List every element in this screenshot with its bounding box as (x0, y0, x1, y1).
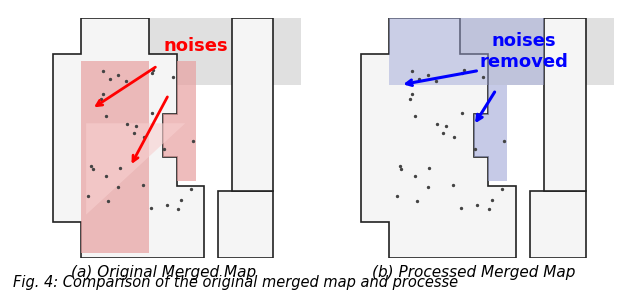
Point (122, 122, 132, 127)
Point (478, 75, 488, 80)
Polygon shape (544, 18, 586, 190)
Point (97, 97, 107, 101)
Point (177, 198, 187, 202)
Point (115, 166, 125, 171)
Point (472, 202, 483, 207)
Point (407, 92, 417, 96)
Point (422, 72, 433, 77)
Polygon shape (218, 190, 273, 258)
Point (483, 207, 493, 212)
Point (449, 135, 459, 139)
Polygon shape (361, 18, 516, 258)
Point (98, 92, 108, 96)
Point (101, 114, 111, 118)
Point (456, 205, 467, 210)
Point (88, 167, 98, 172)
Point (469, 147, 479, 151)
Point (410, 114, 420, 118)
Point (395, 164, 405, 168)
Point (138, 183, 148, 188)
Point (497, 187, 507, 192)
Point (457, 71, 467, 76)
Point (129, 131, 139, 135)
Point (168, 75, 178, 80)
Bar (389, 18, 544, 85)
Point (146, 205, 156, 210)
Point (413, 77, 424, 81)
Point (139, 135, 149, 139)
Text: (b) Processed Merged Map: (b) Processed Merged Map (372, 265, 575, 280)
Text: Fig. 4: Comparison of the original merged map and processe: Fig. 4: Comparison of the original merge… (13, 275, 458, 290)
Point (104, 77, 115, 81)
Point (499, 139, 509, 143)
Polygon shape (389, 85, 508, 214)
Point (396, 167, 406, 172)
Point (432, 122, 442, 127)
Point (147, 110, 157, 115)
Text: noises: noises (164, 38, 228, 55)
Polygon shape (53, 18, 204, 258)
Point (131, 123, 141, 128)
Point (441, 123, 451, 128)
Point (101, 174, 111, 178)
Point (438, 131, 449, 135)
Point (98, 68, 108, 73)
Point (83, 194, 93, 199)
Bar (431, 18, 614, 85)
Polygon shape (86, 123, 185, 214)
Point (410, 174, 420, 178)
Bar (122, 18, 301, 85)
Point (113, 185, 124, 189)
Point (103, 199, 113, 204)
Point (148, 68, 159, 72)
Text: (a) Original Merged Map: (a) Original Merged Map (70, 265, 256, 280)
Point (487, 198, 497, 202)
Polygon shape (530, 190, 586, 258)
Point (458, 110, 468, 115)
Point (407, 68, 417, 73)
Point (162, 202, 172, 207)
Point (173, 207, 183, 212)
Text: noises
removed: noises removed (480, 32, 569, 71)
Point (147, 71, 157, 76)
Point (412, 199, 422, 204)
Point (86, 164, 97, 168)
Point (392, 194, 402, 199)
Point (422, 185, 433, 189)
Point (122, 79, 132, 84)
Point (159, 147, 169, 151)
Point (458, 68, 468, 72)
Polygon shape (81, 54, 196, 253)
Point (447, 183, 458, 188)
Point (431, 79, 441, 84)
Point (186, 187, 196, 192)
Point (188, 139, 198, 143)
Polygon shape (232, 18, 273, 190)
Point (113, 72, 124, 77)
Point (424, 166, 434, 171)
Point (405, 97, 415, 101)
